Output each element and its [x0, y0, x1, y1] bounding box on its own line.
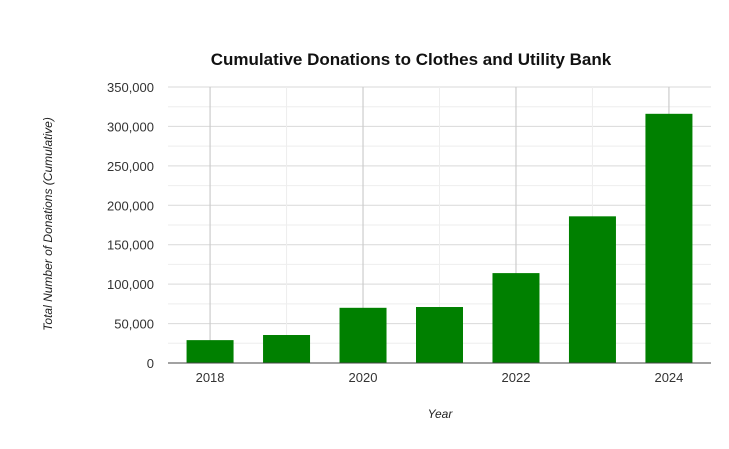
bars	[186, 113, 693, 363]
y-tick-label: 350,000	[107, 80, 154, 95]
x-tick-label: 2020	[349, 370, 378, 385]
bar-2024	[645, 113, 693, 363]
y-tick-label: 200,000	[107, 198, 154, 213]
bar-2018	[186, 340, 234, 363]
y-tick-label: 100,000	[107, 277, 154, 292]
x-tick-label: 2024	[654, 370, 683, 385]
y-tick-labels: 0 50,000 100,000 150,000 200,000 250,000 300,0…	[107, 80, 154, 371]
bar-2019	[263, 335, 311, 363]
x-axis-label: Year	[428, 407, 454, 421]
bar-2020	[339, 307, 387, 363]
bar-2021	[416, 307, 463, 363]
x-tick-labels: 2018 2020 2022 2024	[196, 370, 684, 385]
y-tick-label: 300,000	[107, 119, 154, 134]
y-tick-label: 50,000	[114, 317, 154, 332]
bar-2022	[492, 273, 540, 363]
bar-2023	[568, 216, 616, 363]
y-tick-label: 0	[147, 356, 154, 371]
y-tick-label: 250,000	[107, 159, 154, 174]
chart-title: Cumulative Donations to Clothes and Util…	[211, 50, 612, 69]
y-axis-label: Total Number of Donations (Cumulative)	[41, 117, 55, 331]
x-tick-label: 2018	[196, 370, 225, 385]
y-tick-label: 150,000	[107, 238, 154, 253]
x-tick-label: 2022	[502, 370, 531, 385]
